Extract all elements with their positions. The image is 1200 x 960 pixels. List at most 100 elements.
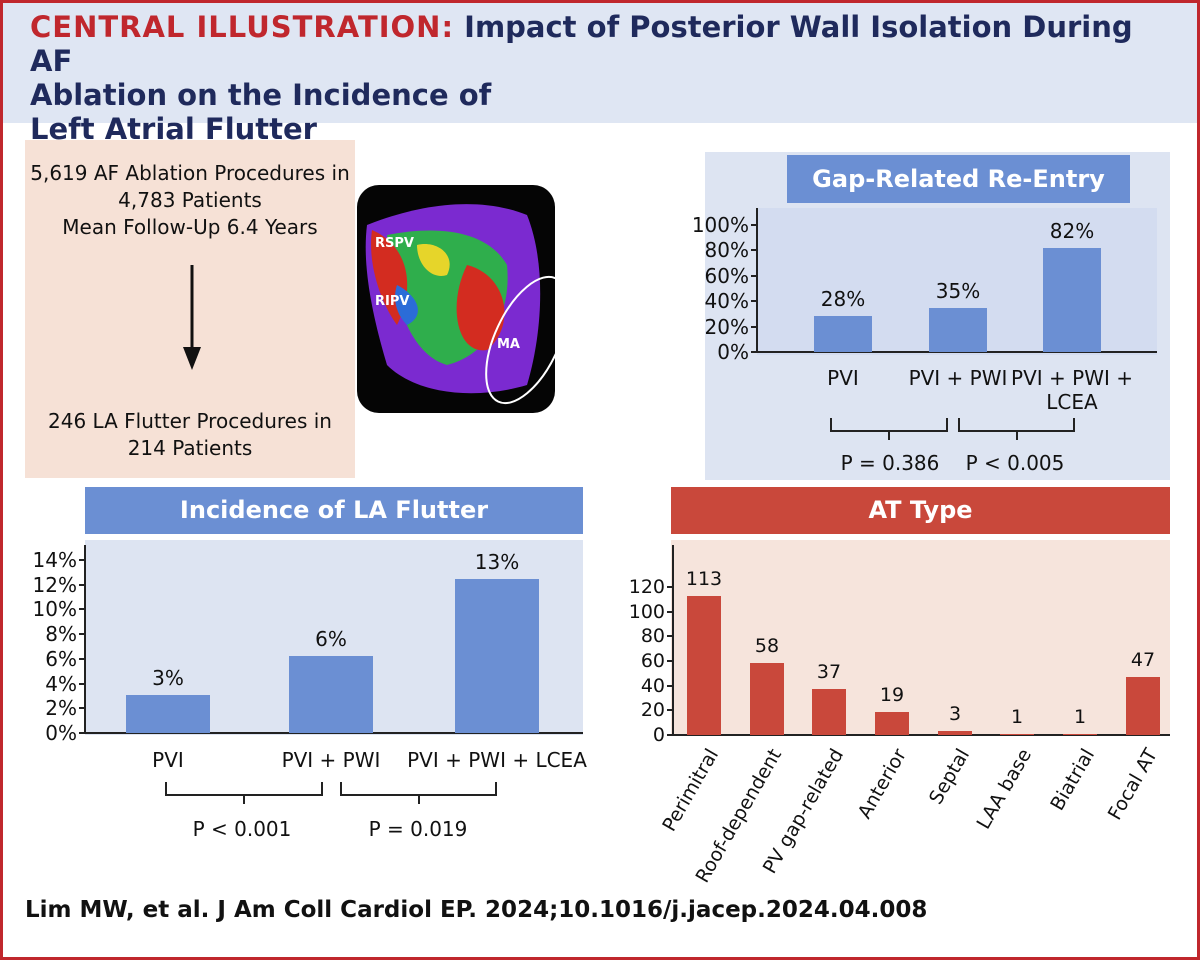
- bracket: [830, 418, 948, 432]
- p-value: P < 0.001: [192, 817, 292, 841]
- tick-mark: [79, 732, 85, 734]
- tick-mark: [79, 608, 85, 611]
- value-label: 1: [1010, 705, 1024, 728]
- header-label: CENTRAL ILLUSTRATION:: [30, 10, 455, 44]
- y-tick-label: 60: [640, 650, 665, 672]
- image-label: MA: [497, 337, 520, 352]
- bar: [812, 689, 846, 735]
- bracket-tick: [888, 432, 890, 440]
- flow-text: 246 LA Flutter Procedures in: [48, 409, 332, 433]
- tick-mark: [751, 300, 757, 303]
- y-tick-label: 80: [640, 625, 665, 648]
- value-label: 28%: [820, 287, 866, 312]
- tick-mark: [79, 559, 85, 561]
- value-label: 1: [1073, 705, 1087, 728]
- y-tick-label: 14%: [32, 548, 77, 572]
- bracket-tick: [417, 796, 420, 804]
- y-tick-label: 100%: [691, 213, 749, 237]
- tick-mark: [667, 684, 673, 687]
- image-label: RIPV: [375, 294, 409, 309]
- bracket: [340, 782, 497, 796]
- x-axis: [757, 351, 1157, 353]
- header-title: Ablation on the Incidence of: [30, 78, 492, 112]
- bar: [929, 307, 987, 352]
- flow-bottom: 246 LA Flutter Procedures in 214 Patient…: [25, 408, 355, 462]
- tick-mark: [667, 610, 673, 613]
- header: CENTRAL ILLUSTRATION: Impact of Posterio…: [30, 10, 1180, 146]
- y-tick-label: 60%: [704, 263, 749, 288]
- y-tick-label: 20: [640, 699, 665, 722]
- y-tick-label: 2%: [45, 696, 77, 721]
- tick-mark: [751, 325, 757, 328]
- bar: [750, 663, 784, 735]
- chart-title: Gap-Related Re-Entry: [787, 155, 1130, 203]
- x-tick-label: PVI: [827, 366, 859, 390]
- tick-mark: [79, 657, 85, 660]
- bar: [938, 731, 972, 735]
- tick-mark: [667, 709, 673, 712]
- y-tick-label: 120: [628, 576, 665, 598]
- tick-mark: [79, 583, 85, 586]
- x-tick-label: PVI + PWI + LCEA: [1011, 366, 1133, 414]
- y-axis: [756, 208, 758, 352]
- value-label: 6%: [315, 627, 347, 652]
- y-tick-label: 0%: [717, 340, 749, 364]
- flow-text: 214 Patients: [127, 436, 253, 460]
- image-label: RSPV: [375, 236, 414, 251]
- value-label: 3: [948, 703, 962, 726]
- tick-mark: [667, 586, 673, 588]
- x-tick-label: PVI + PWI: [281, 748, 381, 772]
- p-value: P = 0.386: [840, 451, 940, 475]
- value-label: 13%: [474, 549, 520, 574]
- bar: [289, 656, 373, 733]
- p-value: P = 0.019: [368, 817, 468, 841]
- y-axis: [672, 545, 674, 735]
- y-tick-label: 40%: [704, 289, 749, 314]
- tick-mark: [79, 682, 85, 685]
- chart-title: Incidence of LA Flutter: [85, 487, 583, 534]
- chart-title: AT Type: [671, 487, 1170, 534]
- value-label: 37: [816, 661, 842, 684]
- y-tick-label: 0%: [45, 721, 77, 745]
- x-tick-label: PVI + PWI: [908, 366, 1008, 390]
- p-value: P < 0.005: [965, 451, 1065, 475]
- value-label: 113: [685, 567, 723, 590]
- y-axis: [84, 545, 86, 733]
- y-tick-label: 40: [640, 674, 665, 697]
- y-tick-label: 0: [652, 724, 665, 746]
- header-band: [3, 3, 1197, 123]
- bar: [126, 694, 210, 733]
- x-axis: [673, 734, 1170, 736]
- y-tick-label: 10%: [32, 597, 77, 622]
- x-tick-label: PVI: [152, 748, 184, 772]
- bar: [1063, 733, 1097, 735]
- x-axis: [85, 732, 583, 734]
- bar: [875, 711, 909, 735]
- y-tick-label: 80%: [704, 238, 749, 263]
- y-tick-label: 6%: [45, 646, 77, 671]
- tick-mark: [667, 734, 673, 736]
- bar: [455, 578, 539, 733]
- bar: [1000, 733, 1034, 735]
- y-tick-label: 8%: [45, 622, 77, 647]
- tick-mark: [667, 635, 673, 638]
- tick-mark: [751, 249, 757, 252]
- y-tick-label: 100: [628, 600, 665, 623]
- x-tick-label: PVI + PWI + LCEA: [407, 748, 587, 772]
- tick-mark: [751, 224, 757, 226]
- value-label: 82%: [1049, 218, 1095, 243]
- electroanatomic-map: RSPV RIPV MA: [357, 185, 555, 413]
- flow-text: Mean Follow-Up 6.4 Years: [62, 215, 318, 239]
- flow-text: 4,783 Patients: [118, 188, 262, 212]
- tick-mark: [667, 660, 673, 662]
- tick-mark: [751, 274, 757, 277]
- bar: [1043, 247, 1101, 352]
- y-tick-label: 20%: [704, 314, 749, 339]
- value-label: 19: [879, 683, 905, 706]
- bracket-tick: [1015, 432, 1018, 440]
- y-tick-label: 4%: [45, 671, 77, 696]
- flow-text: 5,619 AF Ablation Procedures in: [30, 161, 350, 185]
- bracket: [958, 418, 1075, 432]
